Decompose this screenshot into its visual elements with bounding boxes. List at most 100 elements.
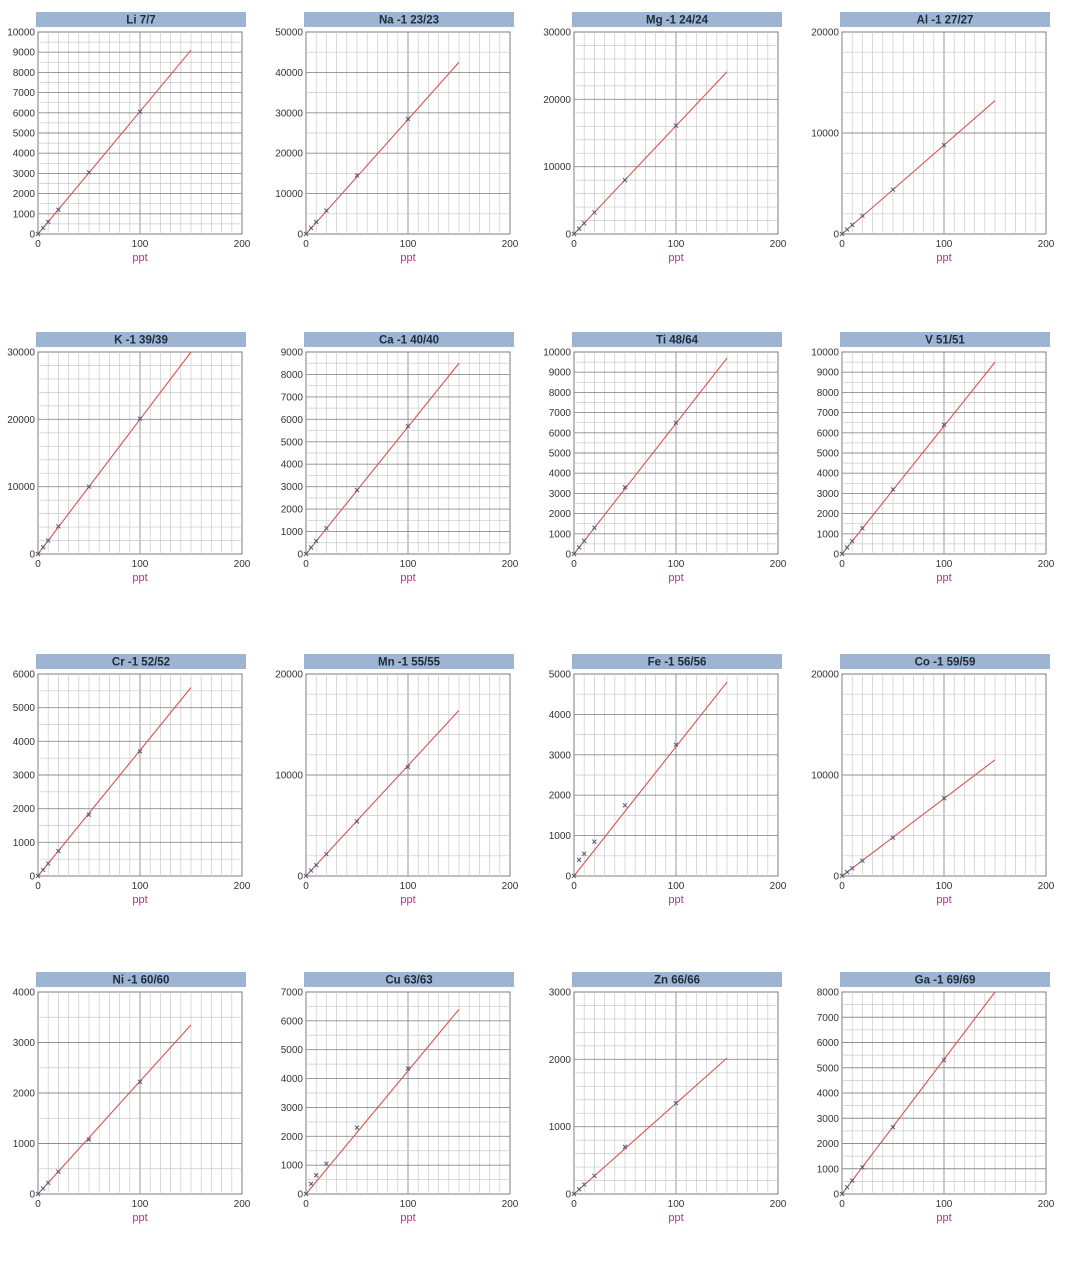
- x-tick-label: 200: [770, 881, 787, 892]
- y-tick-label: 1000: [549, 529, 572, 540]
- y-tick-label: 1000: [13, 838, 36, 849]
- chart-svg: K -1 39/3901000020000300000 100 200ppt: [2, 330, 272, 630]
- x-tick-label: 100: [936, 559, 953, 570]
- y-tick-label: 1000: [281, 1161, 304, 1172]
- x-axis-label: ppt: [668, 572, 683, 584]
- y-tick-label: 4000: [549, 710, 572, 721]
- x-tick-label: 200: [234, 881, 251, 892]
- y-tick-label: 2000: [817, 1139, 840, 1150]
- x-tick-label: 100: [400, 1199, 417, 1210]
- y-tick-label: 6000: [281, 1016, 304, 1027]
- calibration-chart: Cu 63/63 0 1000 2000 3000 4000 5000 6000 7000 0 10…: [270, 970, 540, 1270]
- y-tick-label: 20000: [811, 670, 839, 681]
- y-tick-label: 40000: [275, 68, 303, 79]
- y-tick-label: 7000: [549, 408, 572, 419]
- chart-svg: Ti 48/6401000200030004000500060007000800…: [538, 330, 808, 630]
- y-tick-label: 10000: [543, 162, 571, 173]
- y-tick-label: 3000: [281, 482, 304, 493]
- y-tick-label: 1000: [549, 1122, 572, 1133]
- x-tick-label: 100: [936, 239, 953, 250]
- y-tick-label: 10000: [811, 348, 839, 359]
- x-tick-label: 100: [668, 559, 685, 570]
- calibration-chart: Ca -1 40/40 0 1000 2000 3000 4000 5000 6000 7000…: [270, 330, 540, 630]
- y-tick-label: 5000: [549, 670, 572, 681]
- x-tick-label: 200: [234, 559, 251, 570]
- chart-title: Cu 63/63: [385, 975, 432, 987]
- y-tick-label: 4000: [13, 737, 36, 748]
- x-axis-label: ppt: [668, 1212, 683, 1224]
- x-tick-label: 200: [502, 239, 519, 250]
- y-tick-label: 2000: [549, 791, 572, 802]
- x-tick-label: 100: [132, 1199, 149, 1210]
- chart-title: Li 7/7: [126, 15, 155, 27]
- y-tick-label: 3000: [817, 1114, 840, 1125]
- y-tick-label: 20000: [811, 28, 839, 39]
- chart-title: Mg -1 24/24: [646, 15, 709, 27]
- x-axis-label: ppt: [132, 1212, 147, 1224]
- chart-title: V 51/51: [925, 335, 965, 347]
- y-tick-label: 4000: [549, 469, 572, 480]
- y-tick-label: 20000: [543, 95, 571, 106]
- y-tick-label: 3000: [549, 750, 572, 761]
- calibration-chart: K -1 39/39 0 10000 20000 30000 0 100 200 ppt: [2, 330, 272, 630]
- x-axis-label: ppt: [936, 252, 951, 264]
- x-axis-label: ppt: [132, 572, 147, 584]
- y-tick-label: 20000: [7, 415, 35, 426]
- x-tick-label: 0: [571, 1199, 577, 1210]
- chart-title: Mn -1 55/55: [378, 657, 441, 669]
- x-tick-label: 200: [770, 1199, 787, 1210]
- x-tick-label: 0: [839, 1199, 845, 1210]
- x-tick-label: 100: [668, 239, 685, 250]
- y-tick-label: 5000: [817, 449, 840, 460]
- y-tick-label: 3000: [13, 771, 36, 782]
- chart-svg: Mn -1 55/55010000200000 100 200ppt: [270, 652, 540, 952]
- x-tick-label: 100: [936, 881, 953, 892]
- x-tick-label: 0: [839, 239, 845, 250]
- calibration-chart: V 51/51 0 1000 2000 3000 4000 5000 6000 7000 8000…: [806, 330, 1076, 630]
- chart-svg: Na -1 23/23010000200003000040000500000 10…: [270, 10, 540, 310]
- chart-title: Co -1 59/59: [915, 657, 976, 669]
- chart-svg: Ni -1 60/60 0 1000 2000 3000 4000 0 100 200 ppt: [2, 970, 272, 1270]
- x-tick-label: 100: [400, 559, 417, 570]
- y-tick-label: 2000: [817, 509, 840, 520]
- x-tick-label: 200: [234, 239, 251, 250]
- calibration-chart: Co -1 59/59 0 10000 20000 0 100 200 ppt: [806, 652, 1076, 952]
- x-tick-label: 200: [1038, 881, 1055, 892]
- y-tick-label: 10000: [7, 482, 35, 493]
- y-tick-label: 20000: [275, 670, 303, 681]
- calibration-chart: Ga -1 69/69 0 1000 2000 3000 4000 5000 6000 7000…: [806, 970, 1076, 1270]
- x-tick-label: 200: [1038, 1199, 1055, 1210]
- x-tick-label: 0: [303, 1199, 309, 1210]
- y-tick-label: 9000: [549, 368, 572, 379]
- y-tick-label: 6000: [817, 428, 840, 439]
- y-tick-label: 2000: [549, 509, 572, 520]
- y-tick-label: 3000: [13, 169, 36, 180]
- x-tick-label: 200: [1038, 559, 1055, 570]
- x-tick-label: 100: [668, 881, 685, 892]
- y-tick-label: 10000: [811, 771, 839, 782]
- y-tick-label: 8000: [817, 388, 840, 399]
- x-axis-label: ppt: [936, 1212, 951, 1224]
- y-tick-label: 5000: [549, 449, 572, 460]
- y-tick-label: 1000: [817, 529, 840, 540]
- x-tick-label: 100: [132, 239, 149, 250]
- y-tick-label: 5000: [281, 1045, 304, 1056]
- y-tick-label: 2000: [13, 189, 36, 200]
- x-tick-label: 200: [770, 559, 787, 570]
- x-tick-label: 0: [571, 881, 577, 892]
- chart-svg: Ga -1 69/6901000200030004000500060007000…: [806, 970, 1076, 1270]
- y-tick-label: 4000: [817, 469, 840, 480]
- calibration-chart: Mg -1 24/24 0 10000 20000 30000 0 100 200 ppt: [538, 10, 808, 310]
- chart-svg: Fe -1 56/56 0 1000 2000 3000 4000 5000 0 100 200 p…: [538, 652, 808, 952]
- calibration-chart: Na -1 23/23 0 10000 20000 30000 40000 50000 0 10…: [270, 10, 540, 310]
- chart-title: Na -1 23/23: [379, 15, 439, 27]
- y-tick-label: 3000: [549, 988, 572, 999]
- x-axis-label: ppt: [132, 894, 147, 906]
- chart-title: Cr -1 52/52: [112, 657, 170, 669]
- calibration-chart: Mn -1 55/55 0 10000 20000 0 100 200 ppt: [270, 652, 540, 952]
- x-tick-label: 200: [234, 1199, 251, 1210]
- x-tick-label: 0: [303, 881, 309, 892]
- x-tick-label: 100: [132, 559, 149, 570]
- y-tick-label: 9000: [281, 348, 304, 359]
- y-tick-label: 8000: [13, 68, 36, 79]
